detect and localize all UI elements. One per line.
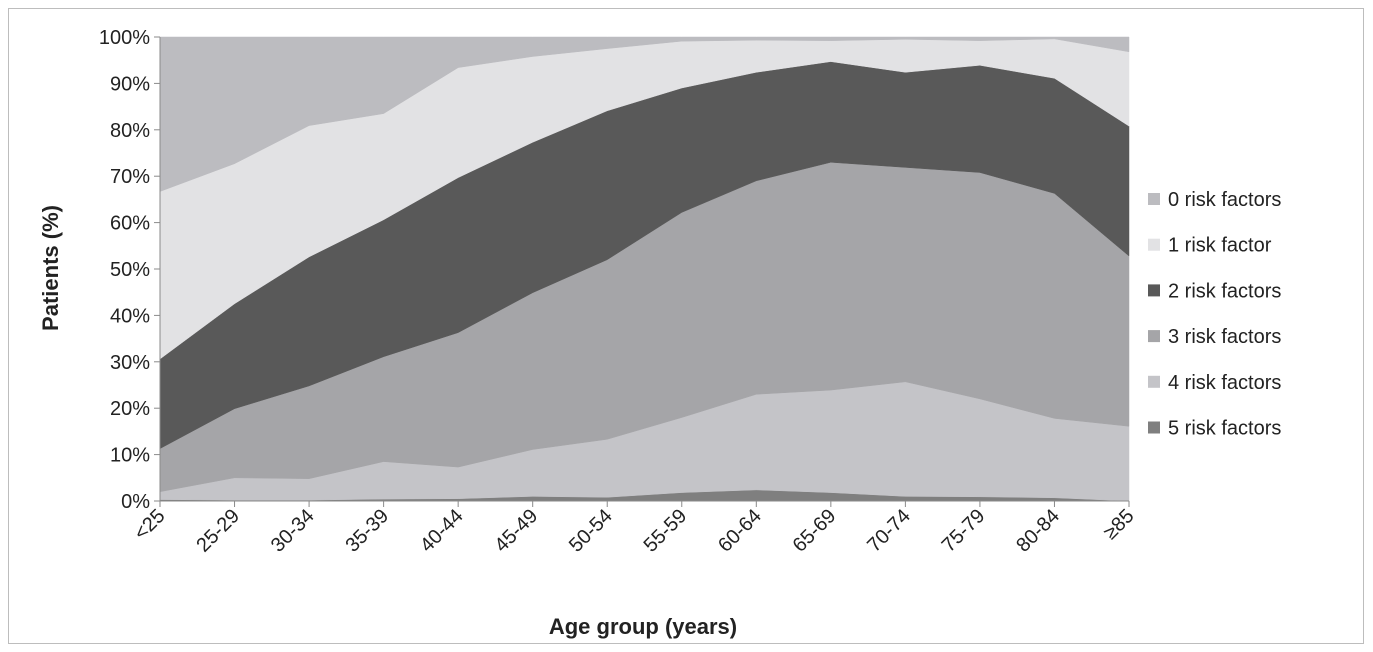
- y-tick-label: 80%: [110, 120, 150, 142]
- x-tick-label: ≥85: [1099, 505, 1138, 544]
- y-axis-title: Patients (%): [38, 205, 63, 331]
- axes: [154, 36, 1130, 507]
- plot-areas: [159, 36, 1130, 502]
- y-tick-label: 30%: [110, 352, 150, 374]
- y-tick-label: 90%: [110, 73, 150, 95]
- legend-label: 2 risk factors: [1168, 280, 1281, 302]
- x-tick-label: 45-49: [490, 505, 542, 557]
- x-tick-label: 50-54: [565, 505, 617, 557]
- y-tick-label: 0%: [121, 491, 150, 513]
- y-tick-label: 20%: [110, 398, 150, 420]
- legend-label: 3 risk factors: [1168, 326, 1281, 348]
- legend-swatch: [1148, 330, 1160, 343]
- x-tick-labels: <25 25-29 30-34 35-39 40-44 45-49 50-54 55-59 60…: [130, 505, 1139, 557]
- legend-swatch: [1148, 193, 1160, 205]
- y-tick-label: 70%: [110, 166, 150, 188]
- x-axis-title: Age group (years): [549, 614, 737, 639]
- y-tick-label: 10%: [110, 445, 150, 467]
- legend-label: 0 risk factors: [1168, 189, 1281, 211]
- area-series-6: [159, 36, 1130, 192]
- y-tick-label: 60%: [110, 213, 150, 235]
- y-tick-labels: 0% 10% 20% 30% 40% 50% 60% 70% 80% 90% 100%: [99, 27, 150, 513]
- legend-swatch: [1148, 375, 1160, 388]
- x-tick-label: 25-29: [192, 505, 244, 557]
- x-tick-label: 80-84: [1012, 505, 1064, 557]
- legend-label: 4 risk factors: [1168, 372, 1281, 394]
- legend-label: 5 risk factors: [1168, 418, 1281, 440]
- x-tick-label: 70-74: [863, 505, 915, 557]
- y-tick-label: 100%: [99, 27, 150, 49]
- x-tick-label: 65-69: [789, 505, 841, 557]
- legend-label: 1 risk factor: [1168, 235, 1272, 257]
- x-tick-label: 55-59: [640, 505, 692, 557]
- legend-swatch: [1148, 238, 1160, 251]
- legend-swatch: [1148, 284, 1160, 297]
- x-tick-label: 35-39: [341, 505, 393, 557]
- x-tick-label: 75-79: [938, 505, 990, 557]
- x-tick-label: 40-44: [416, 505, 468, 557]
- legend: 0 risk factors 1 risk factor 2 risk factor…: [1148, 189, 1281, 440]
- legend-swatch: [1148, 421, 1160, 434]
- x-tick-label: 30-34: [267, 505, 319, 557]
- y-tick-label: 40%: [110, 305, 150, 327]
- y-tick-label: 50%: [110, 259, 150, 281]
- x-tick-label: 60-64: [714, 505, 766, 557]
